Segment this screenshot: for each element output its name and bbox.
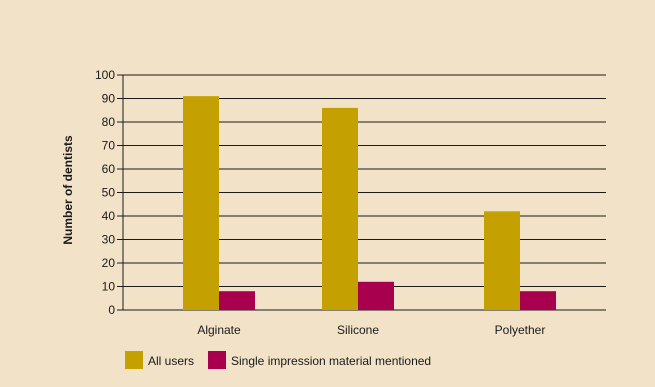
- y-tick-label: 60: [102, 162, 116, 176]
- y-tick-label: 50: [102, 186, 116, 200]
- legend-label: Single impression material mentioned: [231, 354, 431, 368]
- y-tick-label: 10: [102, 280, 116, 294]
- x-category-label: Silicone: [337, 323, 379, 337]
- y-tick-label: 0: [108, 303, 115, 317]
- y-tick-label: 20: [102, 256, 116, 270]
- y-tick-label: 70: [102, 139, 116, 153]
- bars: [183, 96, 556, 311]
- legend-swatch: [208, 351, 226, 369]
- legend-label: All users: [148, 354, 194, 368]
- y-tick-label: 40: [102, 209, 116, 223]
- x-category-label: Alginate: [197, 323, 241, 337]
- bar-alginate-series-2: [219, 291, 255, 310]
- axes: [117, 74, 124, 311]
- y-tick-label: 30: [102, 233, 116, 247]
- legend: All users Single impression material ment…: [125, 351, 431, 369]
- y-axis-title: Number of dentists: [61, 135, 75, 245]
- bar-silicone-series-2: [358, 281, 394, 310]
- labels: 0 10 20 30 40 50 60 70 80 90 100 Alginate Silicone Po…: [95, 68, 545, 337]
- legend-swatch: [125, 351, 143, 369]
- y-tick-label: 100: [95, 68, 115, 82]
- bar-alginate-series-1: [183, 96, 219, 311]
- y-tick-label: 90: [102, 92, 116, 106]
- bar-silicone-series-1: [322, 107, 358, 311]
- y-tick-label: 80: [102, 115, 116, 129]
- bar-polyether-series-1: [484, 211, 520, 310]
- x-category-label: Polyether: [495, 323, 546, 337]
- bar-polyether-series-2: [520, 291, 556, 310]
